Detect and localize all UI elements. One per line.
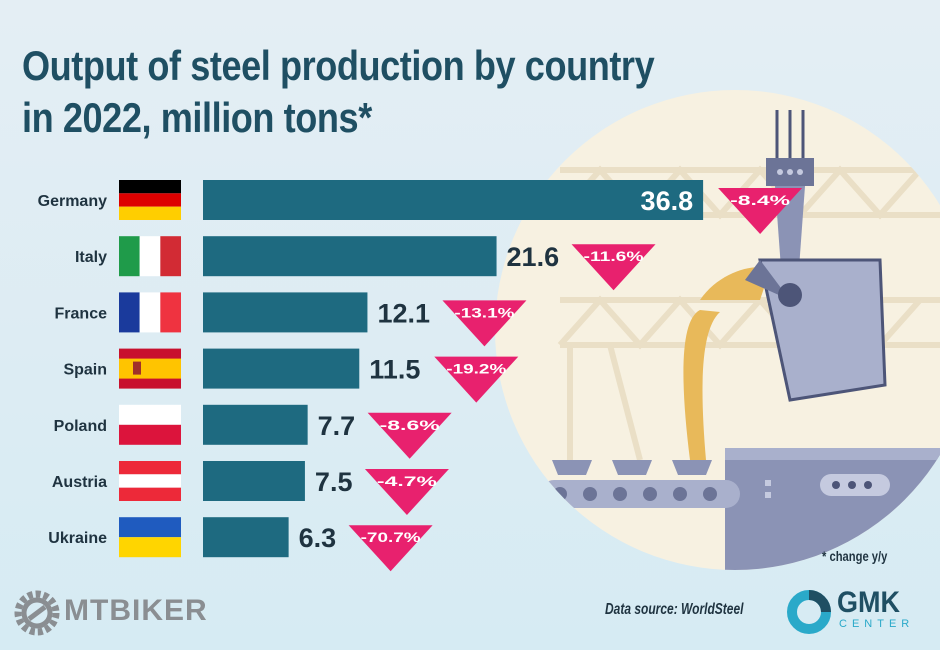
flag-stripe xyxy=(119,424,181,445)
gmk-name: GMK xyxy=(837,586,900,619)
value-label: 21.6 xyxy=(507,242,560,272)
bar-italy xyxy=(203,236,497,277)
flag-stripe xyxy=(119,292,140,333)
change-triangle xyxy=(364,469,449,515)
value-label: 7.7 xyxy=(318,411,356,441)
country-label: Poland xyxy=(54,418,107,435)
change-triangle xyxy=(367,412,452,459)
flag-stripe xyxy=(119,404,181,425)
change-label: -19.2% xyxy=(446,361,507,377)
flag-stripe xyxy=(119,236,140,277)
flag-stripe xyxy=(119,474,181,488)
country-label: Ukraine xyxy=(48,530,107,547)
country-label: Italy xyxy=(75,249,107,266)
bar-austria xyxy=(203,461,305,501)
gmk-sub: CENTER xyxy=(839,618,915,630)
change-triangle xyxy=(571,244,656,291)
change-triangle xyxy=(434,356,519,403)
value-label: 11.5 xyxy=(369,355,420,385)
change-label: -11.6% xyxy=(584,248,645,264)
flag-stripe xyxy=(119,206,181,220)
flag-stripe xyxy=(119,358,181,379)
country-label: Germany xyxy=(38,193,107,210)
flag-stripe xyxy=(119,193,181,207)
flag-stripe xyxy=(160,236,181,277)
mtbiker-watermark: MTBIKER xyxy=(12,588,242,638)
change-triangle xyxy=(348,525,433,572)
gear-icon xyxy=(14,590,60,636)
change-label: -8.4% xyxy=(730,192,791,208)
gmk-ring-icon xyxy=(787,590,831,634)
change-label: -4.7% xyxy=(377,473,438,489)
value-label: 7.5 xyxy=(315,467,353,497)
bar-ukraine xyxy=(203,517,289,558)
value-label: 6.3 xyxy=(299,523,337,553)
footnote: * change y/y xyxy=(822,548,888,564)
country-label: Spain xyxy=(63,362,107,379)
coat-of-arms-icon xyxy=(133,361,141,375)
title-line-1: Output of steel production by country xyxy=(22,42,655,89)
flag-stripe xyxy=(160,292,181,333)
value-label: 12.1 xyxy=(377,298,430,328)
change-label: -8.6% xyxy=(380,417,441,433)
value-label: 36.8 xyxy=(641,186,694,216)
change-label: -70.7% xyxy=(361,529,422,545)
title-line-2: in 2022, million tons* xyxy=(22,94,372,141)
bar-spain xyxy=(203,348,360,389)
flag-stripe xyxy=(119,517,181,538)
bar-germany xyxy=(203,180,704,220)
flag-stripe xyxy=(119,537,181,558)
watermark-text: MTBIKER xyxy=(64,594,208,627)
bar-poland xyxy=(203,404,308,445)
gmk-center-logo: GMK CENTER xyxy=(785,586,925,638)
data-source: Data source: WorldSteel xyxy=(605,601,744,618)
flag-stripe xyxy=(139,292,161,333)
flag-stripe xyxy=(119,180,181,194)
flag-stripe xyxy=(119,487,181,501)
country-label: France xyxy=(55,305,108,322)
bar-france xyxy=(203,292,368,333)
chart-title: Output of steel production by country in… xyxy=(22,40,655,144)
flag-stripe xyxy=(139,236,161,277)
change-triangle xyxy=(442,300,527,347)
country-label: Austria xyxy=(52,474,107,491)
change-triangle xyxy=(718,188,803,234)
flag-stripe xyxy=(119,461,181,475)
change-label: -13.1% xyxy=(454,304,515,320)
